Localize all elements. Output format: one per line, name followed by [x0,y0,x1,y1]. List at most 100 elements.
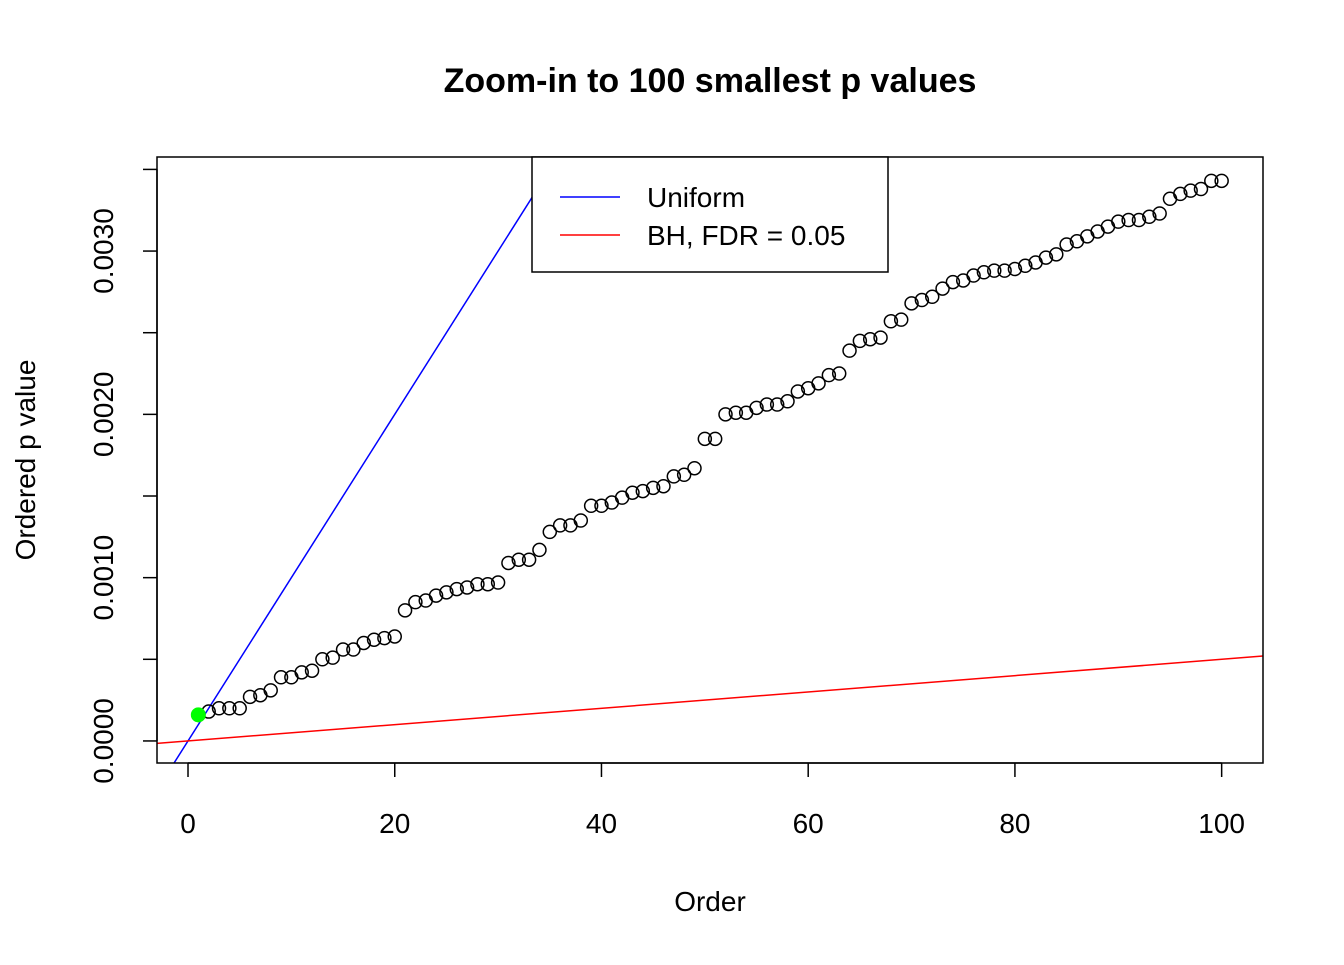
data-point [273,670,289,685]
legend-label-bh: BH, FDR = 0.05 [647,220,845,251]
data-point [439,585,454,600]
data-point [687,460,702,476]
x-tick-label: 80 [999,808,1030,839]
data-point [769,397,785,412]
data-point [511,552,527,567]
data-point [625,485,640,500]
data-point [573,513,589,528]
data-point [356,635,371,651]
data-point [521,552,537,567]
y-tick-label: 0.0010 [88,535,119,621]
data-point [449,581,465,597]
data-point [790,384,806,399]
data-point [294,665,309,680]
data-point [325,650,340,665]
data-point [242,689,258,705]
y-axis-label: Ordered p value [10,360,41,561]
data-point [480,576,496,592]
data-point [1049,247,1064,262]
data-point [1152,206,1167,221]
data-point [346,642,361,657]
data-point [997,263,1012,278]
data-point [666,469,682,484]
data-point [542,524,558,540]
y-tick-label: 0.0030 [88,208,119,294]
data-point [1111,214,1126,229]
data-point [780,394,795,409]
legend-box [531,156,889,273]
data-point [718,407,733,422]
data-point [635,483,651,499]
data-point [222,701,237,716]
data-point [697,431,713,447]
data-point [811,376,826,391]
legend-label-uniform: Uniform [647,182,745,213]
data-point [211,701,227,716]
data-point [862,331,878,347]
data-point [387,629,402,644]
data-point [821,367,837,383]
data-point [552,518,568,533]
data-point [945,274,961,290]
data-point [1142,209,1157,225]
data-point [852,333,868,349]
line-bh [157,655,1263,745]
data-point [924,289,940,305]
data-point [470,576,485,592]
data-point [459,580,475,595]
x-axis-label: Order [674,886,746,917]
chart-title: Zoom-in to 100 smallest p values [444,62,977,100]
data-point [501,555,516,571]
data-point [232,701,247,716]
legend: Uniform BH, FDR = 0.05 [531,156,889,273]
data-point [904,296,919,311]
data-point [893,312,909,327]
data-point [759,397,775,412]
data-point [976,265,992,280]
y-tick-label: 0.0000 [88,698,119,784]
data-point [883,314,899,329]
data-point [532,542,547,558]
data-point [1007,261,1023,277]
data-point [935,281,950,296]
data-point [1038,250,1054,265]
data-point [914,292,930,308]
data-point [1193,181,1209,197]
data-point [707,431,723,447]
x-tick-label: 40 [586,808,617,839]
data-point [987,263,1002,278]
data-point [749,400,764,416]
data-point [315,652,330,667]
data-point [583,498,599,514]
data-point [1121,212,1136,228]
data-point [873,330,888,345]
data-point [408,594,423,610]
data-point [1173,186,1188,202]
x-tick-label: 0 [180,808,196,839]
data-point [1059,237,1074,252]
data-point [1018,258,1033,274]
data-point [656,478,671,494]
line-uniform [173,157,559,763]
y-axis: 0.0000 0.0010 0.0020 0.0030 [88,168,158,784]
data-point [594,498,609,514]
data-point [428,588,444,603]
x-tick-label: 20 [379,808,410,839]
data-point [676,467,692,483]
x-tick-label: 60 [793,808,824,839]
data-point [645,480,661,496]
highlight-point [190,707,206,723]
data-point [1183,183,1198,198]
data-point [1131,212,1147,228]
y-tick-label: 0.0020 [88,372,119,458]
data-point [1214,173,1229,189]
data-point [263,683,278,698]
data-point [366,632,382,647]
data-point [377,630,392,646]
data-point [304,663,320,678]
data-point [831,366,847,381]
data-point [490,575,506,590]
x-axis: 0 20 40 60 80 100 [180,762,1245,839]
data-point [728,405,744,420]
